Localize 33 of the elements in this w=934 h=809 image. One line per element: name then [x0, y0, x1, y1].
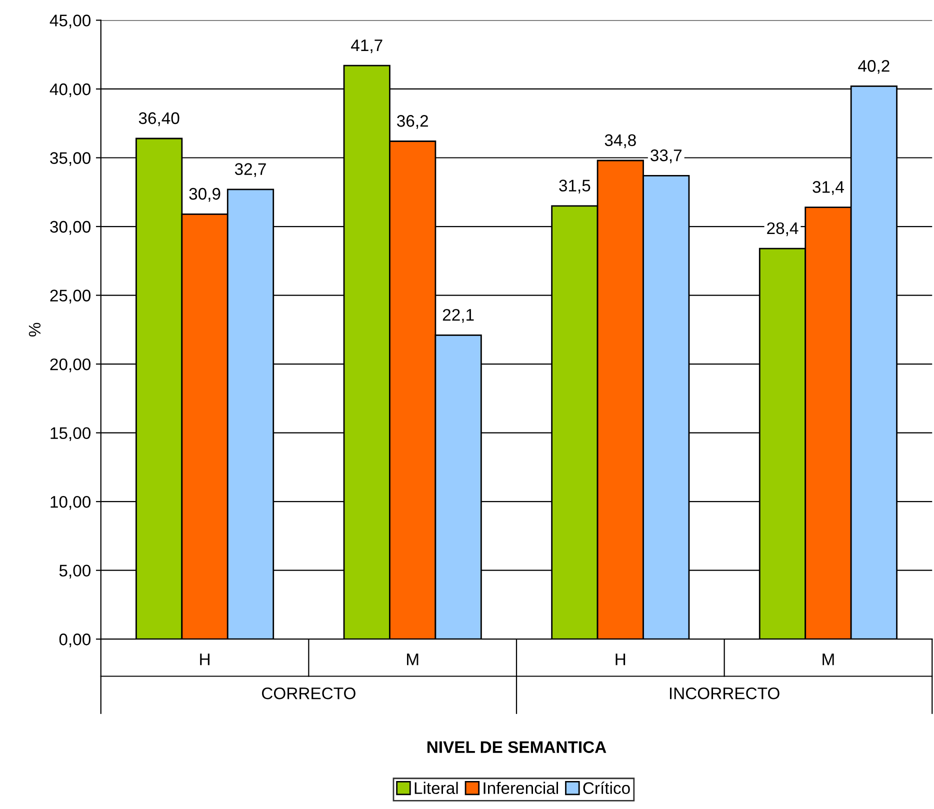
data-label: 34,8 — [604, 134, 636, 148]
y-tick-label: 40,00 — [50, 83, 90, 98]
text: CORRECTO — [262, 687, 356, 700]
y-tick-label: 0,00 — [59, 634, 90, 648]
y-tick-label: 15,00 — [50, 427, 90, 441]
data-label: 31,4 — [812, 181, 844, 195]
x-axis-title: NIVEL DE SEMANTICA — [427, 741, 606, 753]
data-label: 36,40 — [138, 112, 180, 126]
x-tick-label: H — [200, 654, 210, 666]
data-label: 40,2 — [858, 60, 890, 74]
legend-label: Inferencial — [484, 782, 558, 794]
y-tick-label: 20,00 — [50, 358, 90, 372]
x-tick-label: M — [407, 654, 418, 666]
y-axis-title: % — [28, 322, 41, 336]
legend-label: Literal — [414, 782, 458, 794]
data-label: 41,7 — [351, 40, 382, 54]
x-tick-label: M — [822, 654, 834, 666]
data-label: 30,9 — [189, 188, 220, 202]
y-tick-label: 35,00 — [50, 152, 90, 166]
y-tick-label: 25,00 — [50, 290, 90, 304]
y-tick-label: 10,00 — [50, 496, 90, 510]
data-label: 36,2 — [397, 115, 428, 129]
data-label: 32,7 — [234, 163, 266, 177]
y-tick-label: 45,00 — [50, 14, 90, 28]
x-tick-label: H — [616, 654, 626, 666]
data-label: 22,1 — [442, 308, 474, 323]
y-tick-label: 30,00 — [50, 220, 90, 235]
y-tick-label: 5,00 — [59, 564, 90, 579]
data-label: 33,7 — [650, 149, 682, 164]
legend-label: Crítico — [583, 782, 630, 794]
text: INCORRECTO — [670, 687, 780, 700]
data-label: 28,4 — [767, 222, 798, 236]
data-label: 31,5 — [559, 180, 590, 194]
